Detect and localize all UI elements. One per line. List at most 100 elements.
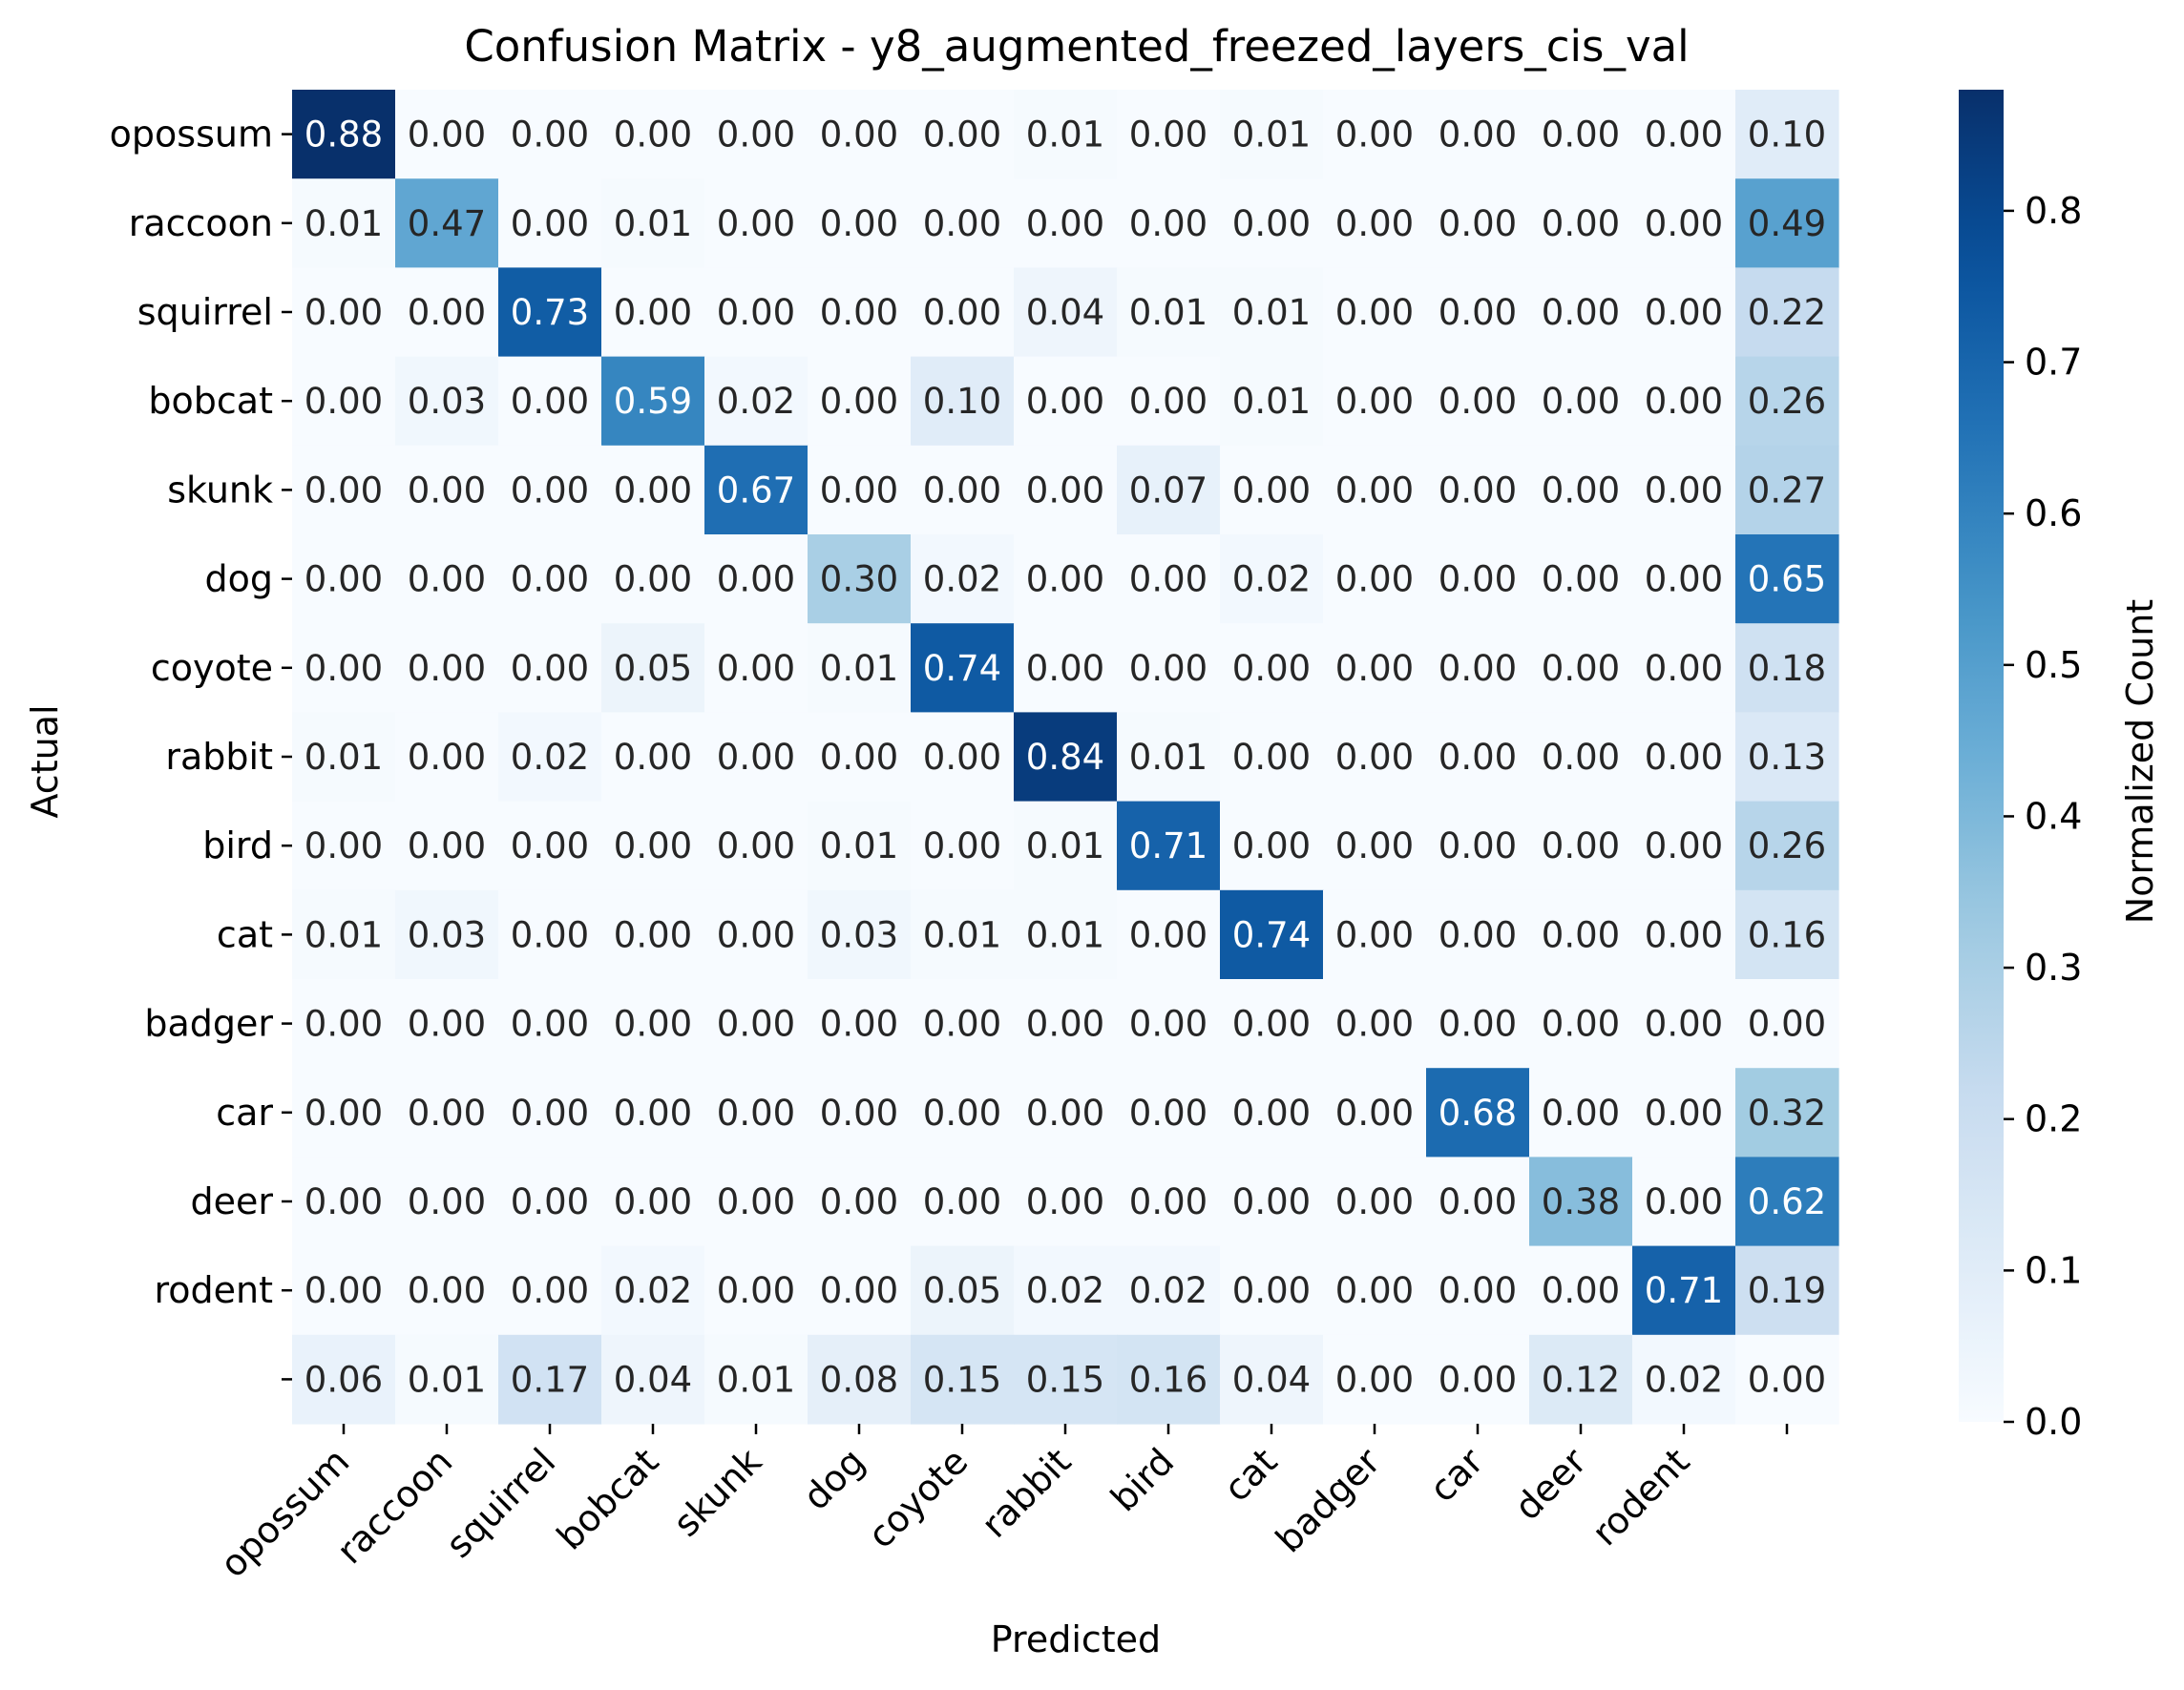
x-tick-label: opossum xyxy=(212,1440,357,1585)
cell-value-label: 0.00 xyxy=(1026,203,1104,244)
cell-value-label: 0.01 xyxy=(820,825,898,866)
cell-value-label: 0.00 xyxy=(511,559,589,600)
y-tick-label: coyote xyxy=(151,647,273,689)
y-axis: opossum raccoon squirrel bobcat skunk dog coyo… xyxy=(110,114,292,1381)
heatmap-cell xyxy=(1632,1068,1736,1158)
heatmap-cell xyxy=(601,178,705,268)
heatmap-cell xyxy=(292,1068,396,1158)
heatmap-cell xyxy=(1323,801,1427,891)
heatmap-cell xyxy=(1632,1157,1736,1247)
cell-value-label: 0.00 xyxy=(408,1270,486,1311)
cell-value-label: 0.00 xyxy=(1438,1004,1517,1045)
heatmap-cell xyxy=(911,979,1015,1069)
cell-value-label: 0.00 xyxy=(820,1270,898,1311)
heatmap-cell xyxy=(498,1334,602,1425)
cell-value-label: 0.00 xyxy=(923,825,1001,866)
heatmap-cell xyxy=(395,1068,499,1158)
cell-value-label: 0.02 xyxy=(1026,1270,1104,1311)
colorbar-title: Normalized Count xyxy=(2119,599,2161,924)
heatmap-cell xyxy=(292,178,396,268)
cell-value-label: 0.01 xyxy=(304,914,383,955)
colorbar-tick-label: 0.5 xyxy=(2025,644,2082,686)
heatmap-cell xyxy=(911,1157,1015,1247)
cell-value-label: 0.00 xyxy=(717,1093,795,1134)
heatmap-cell xyxy=(1323,534,1427,624)
y-tick-label: car xyxy=(216,1092,273,1134)
heatmap-cell xyxy=(1426,889,1530,980)
cell-value-label: 0.30 xyxy=(820,559,898,600)
heatmap-cell xyxy=(1632,1334,1736,1425)
heatmap-cell xyxy=(911,90,1015,179)
cell-value-label: 0.71 xyxy=(1645,1270,1723,1311)
heatmap-cell xyxy=(1117,445,1221,535)
cell-value-label: 0.00 xyxy=(1438,1359,1517,1400)
cell-value-label: 0.00 xyxy=(1129,1004,1208,1045)
cell-value-label: 0.00 xyxy=(1645,203,1723,244)
cell-value-label: 0.00 xyxy=(1232,469,1311,511)
cell-value-label: 0.26 xyxy=(1748,381,1826,422)
cell-value-label: 0.00 xyxy=(304,292,383,333)
cell-value-label: 0.00 xyxy=(1748,1004,1826,1045)
cell-value-label: 0.00 xyxy=(1542,115,1620,156)
heatmap-cell xyxy=(911,1245,1015,1336)
heatmap-cell xyxy=(1426,534,1530,624)
heatmap-cell xyxy=(1323,712,1427,803)
heatmap-cell xyxy=(808,445,912,535)
heatmap-cell xyxy=(808,1334,912,1425)
cell-value-label: 0.00 xyxy=(717,914,795,955)
cell-value-label: 0.01 xyxy=(1026,914,1104,955)
y-tick-label: dog xyxy=(205,558,274,600)
x-tick-label: squirrel xyxy=(438,1440,564,1566)
cell-value-label: 0.00 xyxy=(304,1270,383,1311)
heatmap-cell xyxy=(1426,1334,1530,1425)
heatmap-cell xyxy=(292,445,396,535)
cell-value-label: 0.00 xyxy=(1645,115,1723,156)
cell-value-label: 0.03 xyxy=(408,914,486,955)
heatmap-cell xyxy=(1632,889,1736,980)
heatmap-cell xyxy=(1529,267,1633,358)
heatmap-cells xyxy=(292,90,1839,1425)
cell-value-label: 0.00 xyxy=(1645,914,1723,955)
cell-value-label: 0.00 xyxy=(717,825,795,866)
cell-value-label: 0.01 xyxy=(1026,115,1104,156)
cell-value-label: 0.00 xyxy=(511,1270,589,1311)
x-tick-label: raccoon xyxy=(328,1440,460,1572)
heatmap-cell xyxy=(1426,178,1530,268)
heatmap-cell xyxy=(1529,889,1633,980)
cell-value-label: 0.00 xyxy=(1232,648,1311,689)
cell-value-label: 0.00 xyxy=(1542,1004,1620,1045)
heatmap-cell xyxy=(808,267,912,358)
cell-value-label: 0.67 xyxy=(717,469,795,511)
cell-value-label: 0.00 xyxy=(511,469,589,511)
cell-value-label: 0.00 xyxy=(717,1181,795,1222)
cell-value-label: 0.00 xyxy=(1645,1181,1723,1222)
heatmap-cell xyxy=(498,1157,602,1247)
cell-value-label: 0.00 xyxy=(614,1181,692,1222)
heatmap-cell xyxy=(1529,356,1633,447)
heatmap-cell xyxy=(808,1068,912,1158)
cell-value-label: 0.59 xyxy=(614,381,692,422)
heatmap-cell xyxy=(498,356,602,447)
heatmap-cell xyxy=(292,889,396,980)
cell-value-label: 0.00 xyxy=(1438,469,1517,511)
cell-value-label: 0.00 xyxy=(1335,825,1414,866)
cell-value-label: 0.00 xyxy=(614,1004,692,1045)
y-tick-label: raccoon xyxy=(129,202,273,244)
heatmap-cell xyxy=(395,267,499,358)
cell-value-label: 0.00 xyxy=(1335,1093,1414,1134)
heatmap-cell xyxy=(1220,178,1324,268)
x-tick-label: bird xyxy=(1102,1440,1182,1519)
heatmap-cell xyxy=(911,267,1015,358)
heatmap-cell xyxy=(704,178,808,268)
cell-value-label: 0.00 xyxy=(717,1004,795,1045)
cell-value-label: 0.00 xyxy=(717,737,795,778)
cell-value-label: 0.00 xyxy=(304,1093,383,1134)
cell-value-label: 0.00 xyxy=(1542,914,1620,955)
heatmap-cell xyxy=(1220,1334,1324,1425)
cell-value-label: 0.01 xyxy=(820,648,898,689)
heatmap-cell xyxy=(292,712,396,803)
y-tick-label: deer xyxy=(190,1180,273,1222)
heatmap-cell xyxy=(601,445,705,535)
cell-value-label: 0.02 xyxy=(511,737,589,778)
